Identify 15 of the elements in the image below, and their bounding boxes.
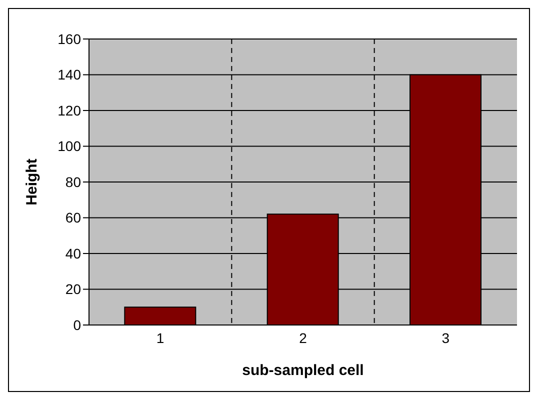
- x-tick-label: 2: [299, 330, 308, 346]
- x-tick-label: 1: [156, 330, 164, 346]
- y-tick-label: 40: [65, 245, 82, 262]
- y-tick-label: 140: [58, 66, 82, 83]
- y-axis-title: Height: [23, 158, 40, 206]
- x-tick-label: 3: [442, 330, 450, 346]
- y-tick-label: 80: [65, 174, 82, 190]
- y-tick-label: 160: [58, 30, 82, 47]
- y-tick-label: 0: [73, 316, 82, 333]
- y-tick-label: 100: [58, 138, 82, 154]
- bar: [124, 306, 196, 325]
- y-tick-label: 20: [65, 281, 82, 298]
- x-axis-title: sub-sampled cell: [242, 362, 364, 379]
- y-tick-label: 60: [65, 210, 82, 226]
- y-tick-label: 120: [58, 102, 82, 118]
